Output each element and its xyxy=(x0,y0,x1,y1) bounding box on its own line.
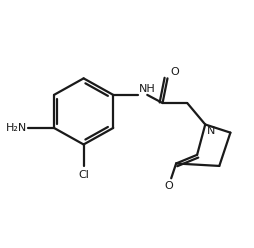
Text: O: O xyxy=(164,181,173,191)
Text: O: O xyxy=(170,67,179,77)
Text: N: N xyxy=(207,126,216,136)
Text: Cl: Cl xyxy=(78,170,89,180)
Text: H₂N: H₂N xyxy=(6,123,27,133)
Text: NH: NH xyxy=(138,84,155,94)
